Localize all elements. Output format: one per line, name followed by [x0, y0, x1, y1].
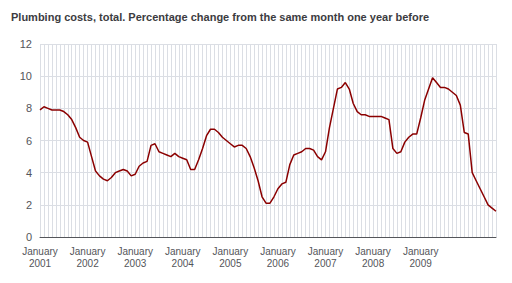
svg-text:2004: 2004 — [172, 258, 195, 269]
svg-text:January: January — [403, 246, 439, 257]
svg-text:6: 6 — [26, 135, 32, 147]
svg-text:2008: 2008 — [362, 258, 385, 269]
svg-text:12: 12 — [20, 38, 32, 50]
svg-text:2005: 2005 — [219, 258, 242, 269]
svg-text:2002: 2002 — [76, 258, 99, 269]
svg-text:2: 2 — [26, 199, 32, 211]
svg-text:2006: 2006 — [267, 258, 290, 269]
svg-text:January: January — [308, 246, 344, 257]
svg-text:2007: 2007 — [314, 258, 337, 269]
svg-text:0: 0 — [26, 231, 32, 243]
svg-text:Plumbing costs, total. Percent: Plumbing costs, total. Percentage change… — [11, 11, 429, 23]
svg-text:January: January — [22, 246, 58, 257]
svg-text:January: January — [70, 246, 106, 257]
svg-text:January: January — [117, 246, 153, 257]
svg-text:January: January — [260, 246, 296, 257]
svg-text:2009: 2009 — [410, 258, 433, 269]
svg-text:10: 10 — [20, 70, 32, 82]
svg-text:January: January — [213, 246, 249, 257]
svg-text:January: January — [165, 246, 201, 257]
svg-text:4: 4 — [26, 167, 32, 179]
svg-text:2003: 2003 — [124, 258, 147, 269]
svg-text:8: 8 — [26, 102, 32, 114]
svg-text:January: January — [355, 246, 391, 257]
svg-text:2001: 2001 — [29, 258, 52, 269]
